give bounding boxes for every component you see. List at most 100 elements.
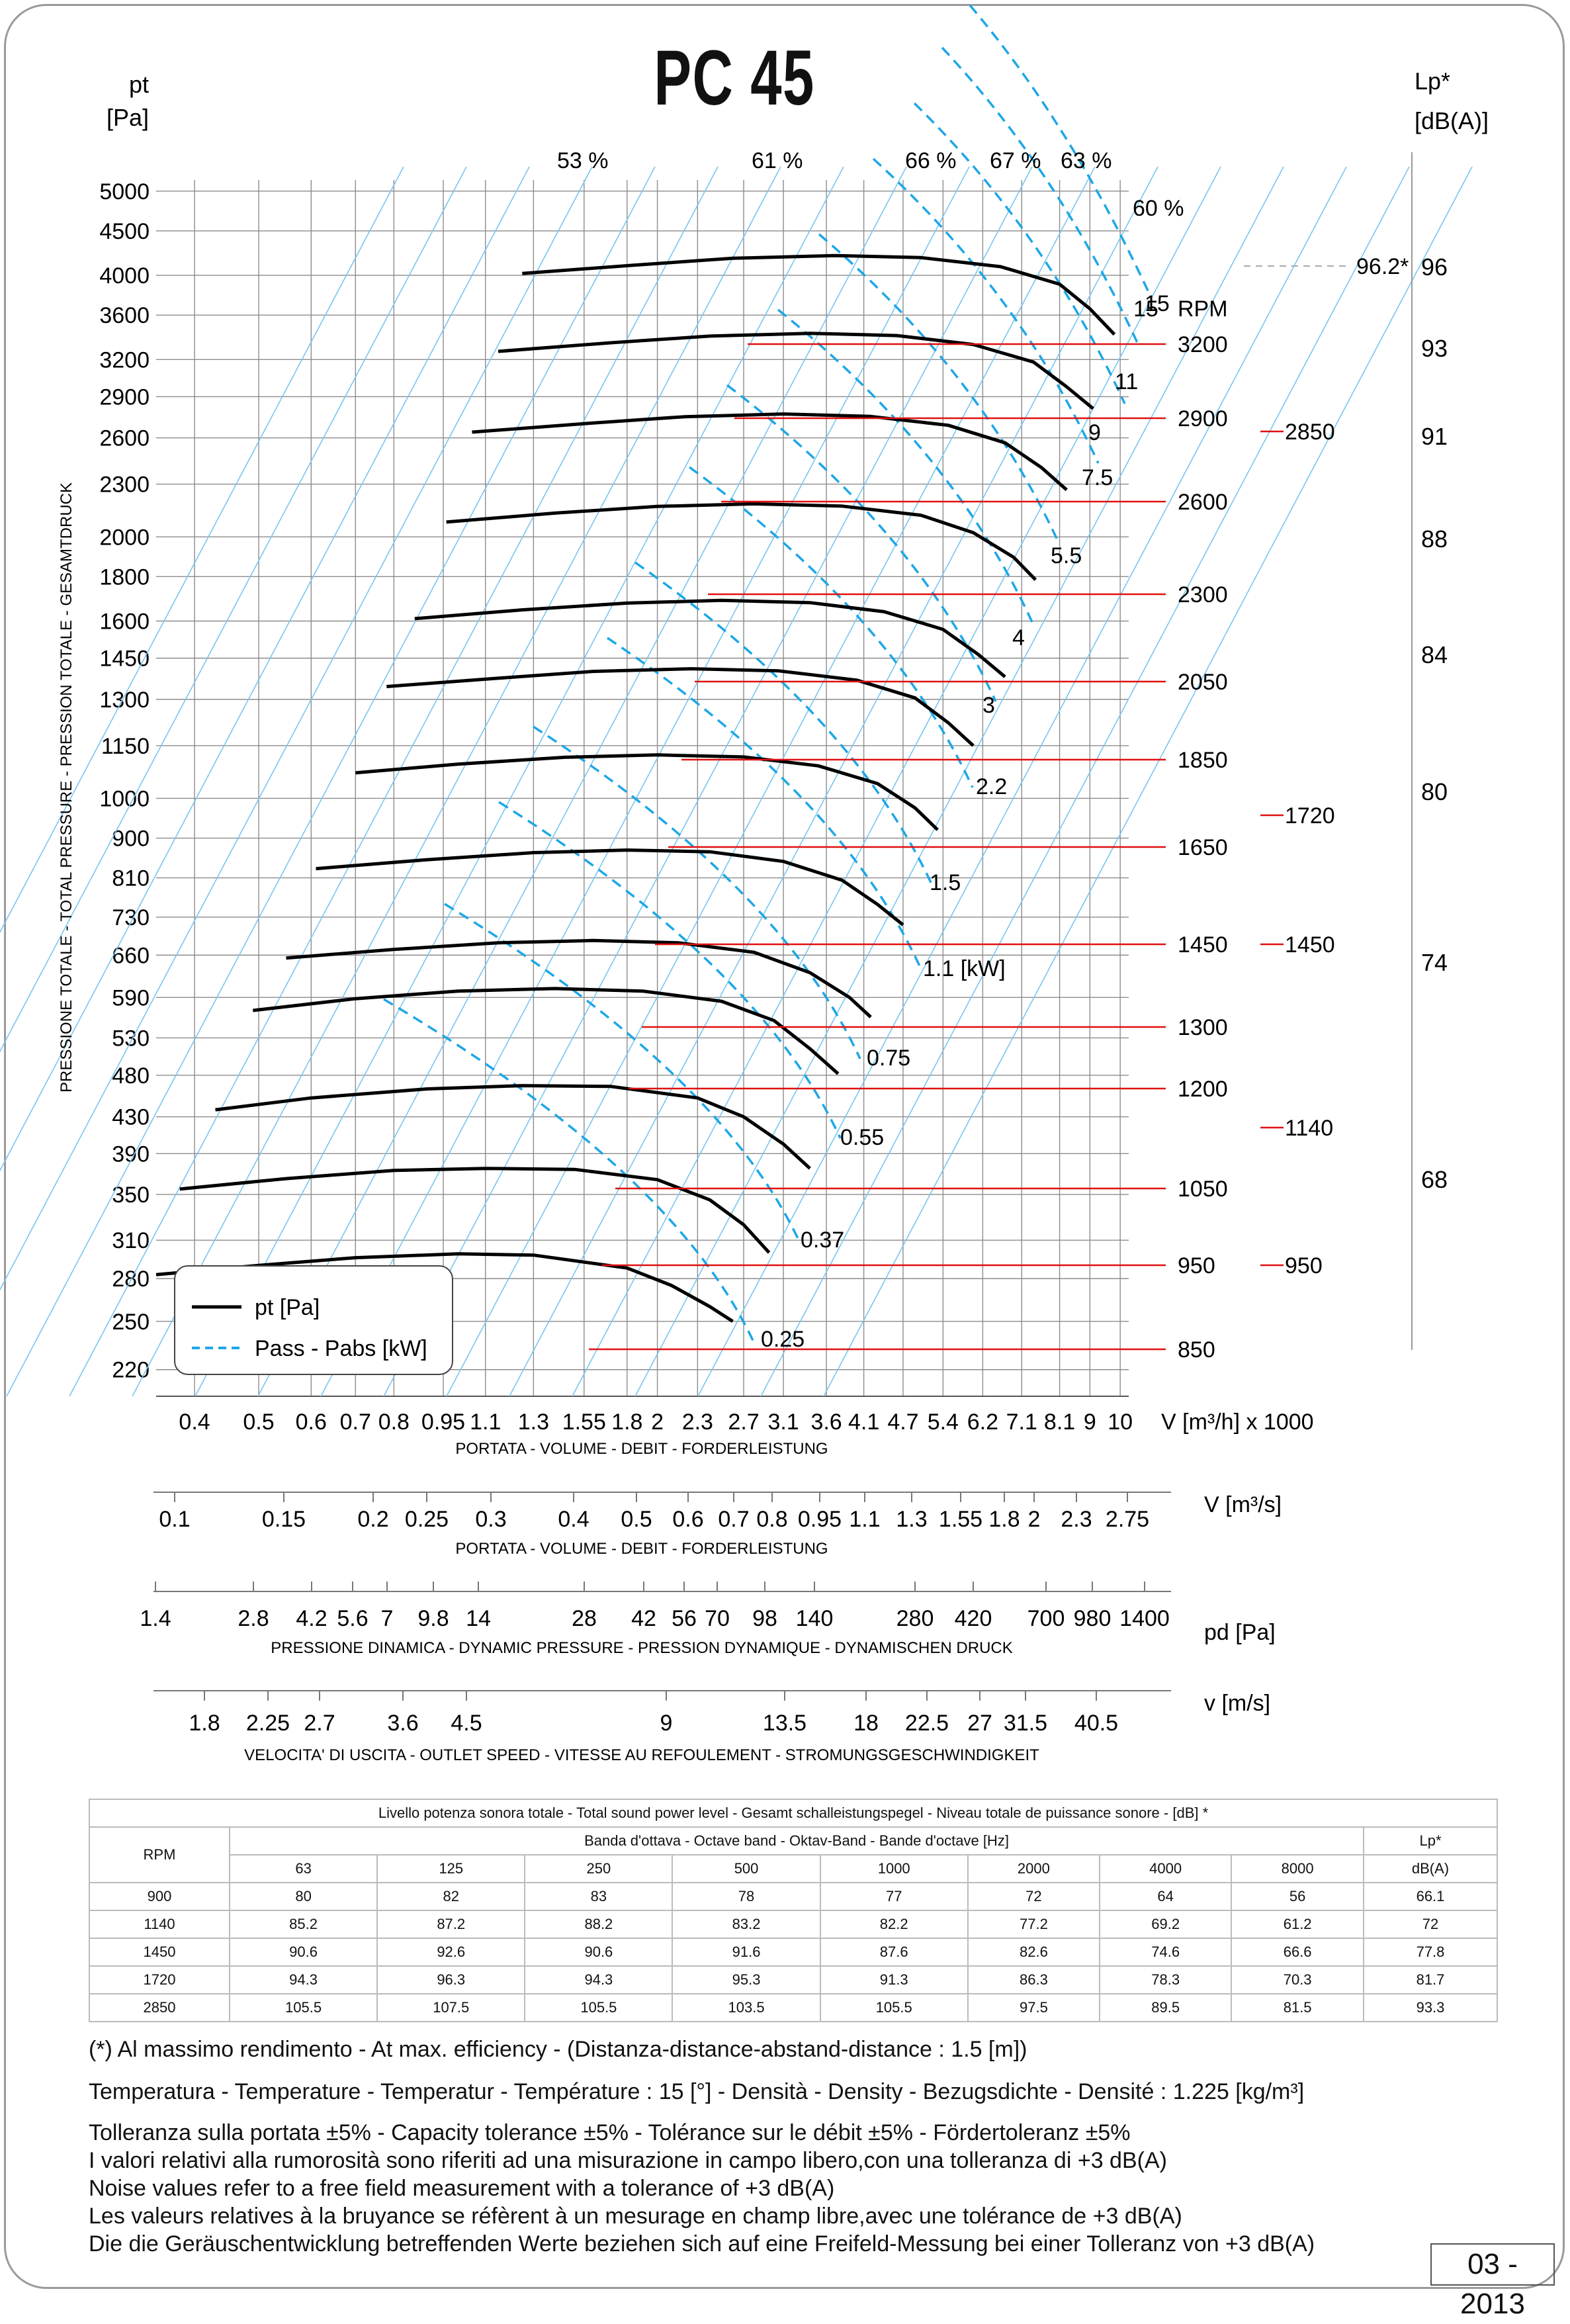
power-label: 7.5 [1082, 465, 1113, 490]
rpm-right-label: 2300 [1178, 582, 1228, 607]
table-rpm-cell: 2850 [89, 1993, 230, 2022]
table-lp-header: Lp* [1363, 1826, 1498, 1855]
secondary-scale-label: 31.5 [1004, 1711, 1047, 1736]
efficiency-label: 67 % [990, 148, 1041, 173]
sound-tick-label: 88 [1421, 525, 1448, 553]
y-tick-label: 2000 [99, 525, 150, 550]
power-curve [634, 561, 934, 887]
sound-tick-label: 91 [1421, 423, 1448, 450]
secondary-scale-label: 980 [1074, 1606, 1112, 1631]
x-tick-label: 1.55 [562, 1409, 606, 1435]
note-noise-de: Die die Geräuschentwicklung betreffenden… [89, 2231, 1315, 2257]
system-diagonal [383, 166, 1033, 1397]
power-label: 11 [1115, 369, 1138, 394]
y-tick-label: 660 [112, 943, 150, 968]
sound-axis-unit: Lp* [1415, 67, 1450, 95]
x-tick-label: 1.8 [611, 1409, 642, 1435]
y-tick-label: 730 [112, 905, 150, 930]
power-label: 15 [1145, 291, 1170, 316]
secondary-scale-unit: v [m/s] [1204, 1691, 1270, 1716]
legend-box [174, 1265, 453, 1375]
secondary-scale-label: 1.8 [189, 1711, 220, 1736]
rpm-right-label: 1650 [1178, 835, 1228, 860]
secondary-scale-label: 28 [572, 1606, 597, 1631]
note-temperature: Temperatura - Temperature - Temperatur -… [89, 2079, 1305, 2104]
secondary-scale-label: 0.1 [159, 1507, 190, 1532]
table-band-cell: 1000 [819, 1854, 969, 1883]
power-curve [872, 157, 1100, 464]
secondary-scale-label: 3.6 [387, 1711, 418, 1736]
sound-tick-label: 74 [1421, 949, 1448, 976]
y-tick-label: 3200 [99, 347, 150, 373]
x-tick-label: 4.1 [848, 1409, 879, 1435]
table-value-cell: 81.5 [1231, 1993, 1364, 2022]
y-tick-label: 5000 [99, 179, 150, 204]
table-value-cell: 82.2 [819, 1910, 969, 1939]
secondary-scale-caption: PORTATA - VOLUME - DEBIT - FORDERLEISTUN… [455, 1540, 828, 1558]
table-value-cell: 74.6 [1099, 1938, 1233, 1967]
table-value-cell: 92.6 [376, 1938, 526, 1967]
table-value-cell: 105.5 [819, 1993, 969, 2022]
table-value-cell: 77.2 [967, 1910, 1101, 1939]
x-tick-label: 6.2 [967, 1409, 998, 1435]
system-diagonal [697, 166, 1347, 1397]
secondary-scale-label: 700 [1027, 1606, 1065, 1631]
table-value-cell: 66.6 [1231, 1938, 1364, 1967]
power-curve [688, 466, 974, 788]
table-value-cell: 91.6 [672, 1938, 821, 1967]
rpm-header-label: RPM [1178, 296, 1228, 322]
sound-table-body: Livello potenza sonora totale - Total so… [89, 1799, 1498, 2022]
x-tick-label: 2.7 [728, 1409, 759, 1435]
table-lp-unit: dB(A) [1363, 1854, 1498, 1883]
secondary-scale-label: 0.25 [405, 1507, 449, 1532]
rpm-curve-1050 [179, 1167, 771, 1254]
secondary-scale-label: 0.6 [672, 1507, 703, 1532]
secondary-scale-label: 27 [967, 1711, 992, 1736]
table-band-cell: 63 [228, 1854, 378, 1883]
page-frame [4, 4, 1565, 2289]
sound-rpm-label: 1450 [1285, 932, 1335, 958]
secondary-scale-label: 0.7 [718, 1507, 749, 1532]
table-value-cell: 85.2 [228, 1910, 378, 1939]
x-tick-label: 5.4 [928, 1409, 959, 1435]
x-tick-label: 0.7 [340, 1409, 371, 1435]
power-label: 0.55 [840, 1125, 884, 1150]
x-axis-label: PORTATA - VOLUME - DEBIT - FORDERLEISTUN… [455, 1440, 828, 1458]
y-tick-label: 530 [112, 1026, 150, 1051]
rpm-right-label: 1850 [1178, 748, 1228, 773]
sound-tick-label: 96 [1421, 253, 1448, 281]
system-diagonal [0, 166, 404, 934]
table-value-cell: 83.2 [672, 1910, 821, 1939]
table-value-cell: 87.2 [376, 1910, 526, 1939]
table-lp-cell: 77.8 [1363, 1938, 1498, 1967]
secondary-scale-label: 9.8 [417, 1606, 449, 1631]
secondary-scale-label: 22.5 [905, 1711, 949, 1736]
secondary-scale-label: 13.5 [763, 1711, 807, 1736]
sound-rpm-label: 950 [1285, 1253, 1323, 1278]
rpm-right-label: 1050 [1178, 1177, 1228, 1202]
table-value-cell: 103.5 [672, 1993, 821, 2022]
table-value-cell: 105.5 [228, 1993, 378, 2022]
power-label: 9 [1088, 420, 1101, 445]
y-tick-label: 220 [112, 1358, 150, 1383]
power-curve [941, 46, 1139, 345]
y-axis-unit: pt [129, 71, 149, 98]
y-tick-label: 1000 [99, 786, 150, 811]
table-value-cell: 64 [1099, 1882, 1233, 1911]
sound-tick-label: 84 [1421, 641, 1448, 668]
legend-label-pt: pt [Pa] [255, 1295, 320, 1320]
x-axis-unit: V [m³/h] x 1000 [1161, 1409, 1314, 1435]
table-band-cell: 8000 [1231, 1854, 1364, 1883]
x-tick-label: 0.5 [243, 1409, 274, 1435]
sound-axis-unit-2: [dB(A)] [1415, 107, 1489, 134]
secondary-scale-label: 1.1 [849, 1507, 880, 1532]
table-value-cell: 97.5 [967, 1993, 1101, 2022]
table-value-cell: 70.3 [1231, 1965, 1364, 1994]
rpm-right-label: 1300 [1178, 1015, 1228, 1040]
x-tick-label: 0.4 [179, 1409, 210, 1435]
secondary-scale-label: 420 [955, 1606, 992, 1631]
secondary-scale-label: 4.5 [451, 1711, 482, 1736]
table-rpm-cell: 1720 [89, 1965, 230, 1994]
y-tick-label: 590 [112, 985, 150, 1010]
chart-title: PC 45 [654, 34, 815, 122]
